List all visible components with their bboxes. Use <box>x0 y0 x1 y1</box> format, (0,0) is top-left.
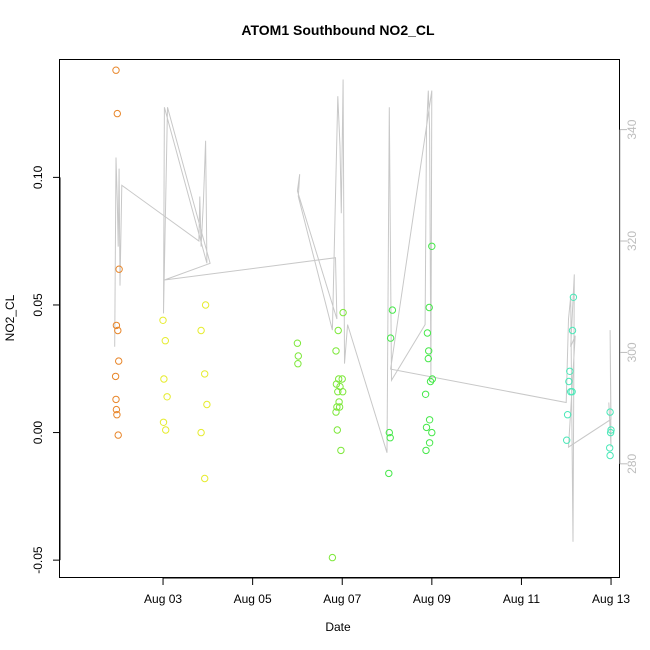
data-point-2-18 <box>328 553 337 562</box>
data-point-1-4 <box>159 418 168 426</box>
data-point-0-9 <box>113 411 121 419</box>
data-point-4-8 <box>606 408 614 416</box>
right-axis-line-layer <box>114 79 612 542</box>
data-point-2-16 <box>333 426 341 434</box>
data-point-2-11 <box>339 388 347 396</box>
data-point-3-17 <box>422 446 430 455</box>
data-point-3-0 <box>388 306 397 314</box>
y-axis: -0.05 0.00 0.05 0.10 <box>31 165 61 574</box>
y2-tick-label: 300 <box>625 342 639 362</box>
data-point-4-10 <box>606 428 615 437</box>
y2-tick-label: 340 <box>625 119 639 139</box>
x-axis: Aug 03 Aug 05 Aug 07 Aug 09 Aug 11 Aug 13 <box>144 577 630 606</box>
data-point-2-10 <box>334 388 342 396</box>
data-point-2-7 <box>338 375 346 383</box>
data-point-2-0 <box>293 339 302 347</box>
data-point-4-3 <box>565 377 573 386</box>
data-point-1-5 <box>162 426 170 434</box>
x-tick-label: Aug 07 <box>323 592 361 606</box>
data-point-3-12 <box>421 390 430 398</box>
data-point-0-6 <box>111 372 120 381</box>
x-tick-label: Aug 03 <box>144 592 182 606</box>
data-point-0-10 <box>114 431 122 439</box>
data-point-0-1 <box>113 109 122 118</box>
data-point-4-2 <box>566 367 574 375</box>
x-tick-label: Aug 05 <box>234 592 272 606</box>
data-point-2-13 <box>335 403 344 411</box>
data-point-3-14 <box>422 423 431 432</box>
data-point-1-9 <box>203 400 211 409</box>
data-point-1-10 <box>197 428 205 437</box>
y-axis-label: NO2_CL <box>3 294 17 341</box>
data-point-2-4 <box>332 347 340 355</box>
y-tick-label: -0.05 <box>31 546 45 574</box>
right-axis-trace-line <box>114 79 612 542</box>
data-point-2-5 <box>339 308 347 317</box>
data-point-0-0 <box>112 66 120 74</box>
data-point-4-12 <box>606 451 614 460</box>
data-point-1-7 <box>201 301 210 309</box>
y2-tick-label: 280 <box>625 453 639 473</box>
data-point-3-13 <box>425 416 434 424</box>
data-point-4-5 <box>568 388 576 396</box>
data-point-2-1 <box>294 352 302 360</box>
data-point-1-11 <box>201 474 209 483</box>
data-point-1-2 <box>160 375 168 383</box>
data-point-4-7 <box>563 436 571 444</box>
data-point-0-5 <box>115 357 123 365</box>
data-point-3-8 <box>425 347 433 355</box>
data-point-3-7 <box>423 329 432 337</box>
data-point-4-11 <box>606 444 614 452</box>
data-point-2-15 <box>332 408 340 416</box>
y-tick-label: 0.00 <box>31 421 45 445</box>
data-point-0-8 <box>112 405 121 414</box>
data-point-3-11 <box>426 377 435 386</box>
data-point-3-9 <box>424 354 432 363</box>
x-axis-label: Date <box>325 620 351 634</box>
data-point-0-3 <box>112 321 121 330</box>
data-point-0-7 <box>112 395 120 404</box>
chart-title: ATOM1 Southbound NO2_CL <box>241 22 435 38</box>
data-point-2-17 <box>337 446 345 455</box>
data-point-4-1 <box>568 326 577 335</box>
data-point-1-3 <box>163 393 171 401</box>
data-point-0-4 <box>114 326 122 335</box>
x-tick-label: Aug 11 <box>503 592 540 606</box>
data-point-0-2 <box>115 265 123 273</box>
x-tick-label: Aug 13 <box>592 592 630 606</box>
data-point-3-5 <box>428 242 436 251</box>
data-point-3-6 <box>425 303 433 312</box>
data-point-2-14 <box>333 403 341 411</box>
data-point-1-6 <box>197 326 205 335</box>
data-point-3-4 <box>385 469 393 478</box>
data-point-1-8 <box>201 370 209 378</box>
data-point-4-9 <box>607 426 615 434</box>
y2-tick-label: 320 <box>625 231 639 251</box>
data-point-2-2 <box>294 360 302 368</box>
data-point-2-3 <box>334 326 342 335</box>
y2-axis: 280 300 320 340 <box>619 119 639 474</box>
x-tick-label: Aug 09 <box>413 592 451 606</box>
points-layer <box>111 66 615 562</box>
data-point-4-6 <box>563 411 572 419</box>
data-point-1-0 <box>159 316 167 324</box>
data-point-3-15 <box>428 428 436 437</box>
data-point-3-3 <box>386 434 394 442</box>
y-tick-label: 0.05 <box>31 293 45 317</box>
data-point-1-1 <box>161 337 170 345</box>
data-point-4-0 <box>569 293 578 301</box>
data-point-3-2 <box>385 428 393 437</box>
data-point-3-1 <box>386 334 395 342</box>
y-tick-label: 0.10 <box>31 165 45 189</box>
data-point-3-16 <box>425 439 434 447</box>
